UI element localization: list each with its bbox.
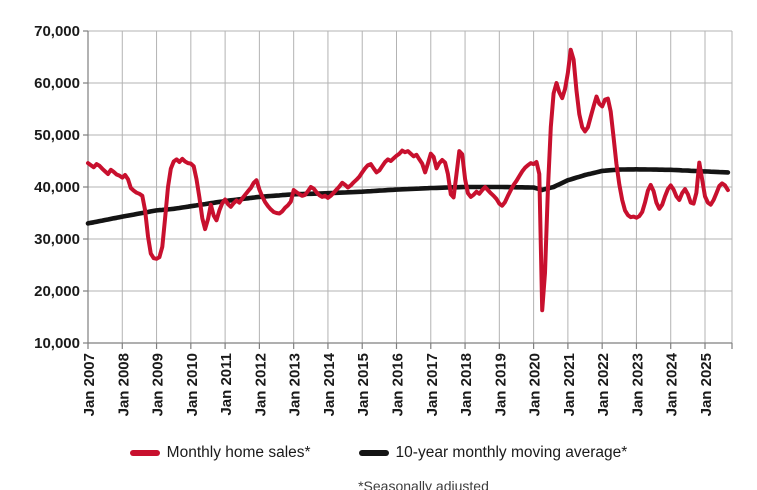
y-tick-label: 10,000 bbox=[34, 335, 80, 352]
x-axis-labels: Jan 2007 Jan 2008 Jan 2009 Jan 2010 Jan 2011… bbox=[81, 352, 715, 416]
legend-label-moving-average: 10-year monthly moving average* bbox=[395, 444, 628, 461]
y-axis-labels: 10,000 20,000 30,000 40,000 50,000 60,000 70,0… bbox=[34, 23, 80, 352]
legend-item-monthly-home-sales: Monthly home sales* bbox=[129, 444, 311, 462]
x-tick-label: Jan 2014 bbox=[321, 352, 338, 416]
x-tick-label: Jan 2020 bbox=[527, 353, 544, 416]
y-tick-label: 30,000 bbox=[34, 231, 80, 248]
x-tick-label: Jan 2009 bbox=[150, 353, 167, 416]
series-10yr-moving-average-line bbox=[85, 167, 731, 226]
legend-label-monthly-home-sales: Monthly home sales* bbox=[166, 444, 311, 461]
axes bbox=[83, 30, 733, 349]
x-tick-label: Jan 2022 bbox=[595, 353, 612, 416]
chart-legend: Monthly home sales* 10-year monthly movi… bbox=[0, 444, 757, 462]
x-tick-label: Jan 2011 bbox=[218, 353, 235, 416]
series-lines bbox=[85, 47, 731, 313]
x-tick-label: Jan 2021 bbox=[561, 353, 578, 416]
x-tick-label: Jan 2016 bbox=[390, 353, 407, 416]
y-tick-label: 40,000 bbox=[34, 179, 80, 196]
footnote: *Seasonally adjusted bbox=[0, 478, 757, 490]
x-tick-label: Jan 2012 bbox=[252, 353, 269, 416]
y-tick-label: 20,000 bbox=[34, 283, 80, 300]
x-tick-label: Jan 2019 bbox=[492, 353, 509, 416]
monthly-home-sales-line-swatch bbox=[129, 450, 160, 456]
x-tick-label: Jan 2018 bbox=[458, 353, 475, 416]
x-tick-label: Jan 2008 bbox=[115, 353, 132, 416]
x-tick-label: Jan 2007 bbox=[81, 353, 98, 416]
x-tick-label: Jan 2013 bbox=[287, 353, 304, 416]
x-tick-label: Jan 2024 bbox=[664, 352, 681, 416]
series-monthly-home-sales-line bbox=[86, 47, 730, 313]
y-tick-label: 60,000 bbox=[34, 75, 80, 92]
plot-area: 10,000 20,000 30,000 40,000 50,000 60,000 70,0… bbox=[34, 23, 733, 416]
y-tick-label: 70,000 bbox=[34, 23, 80, 40]
y-tick-label: 50,000 bbox=[34, 127, 80, 144]
moving-average-line-swatch bbox=[358, 450, 389, 456]
x-tick-label: Jan 2017 bbox=[424, 353, 441, 416]
legend-item-moving-average: 10-year monthly moving average* bbox=[358, 444, 628, 462]
x-tick-label: Jan 2025 bbox=[698, 353, 715, 416]
x-tick-label: Jan 2010 bbox=[184, 353, 201, 416]
x-tick-label: Jan 2023 bbox=[629, 353, 646, 416]
x-tick-label: Jan 2015 bbox=[355, 353, 372, 416]
footnote-text: *Seasonally adjusted bbox=[358, 478, 489, 490]
